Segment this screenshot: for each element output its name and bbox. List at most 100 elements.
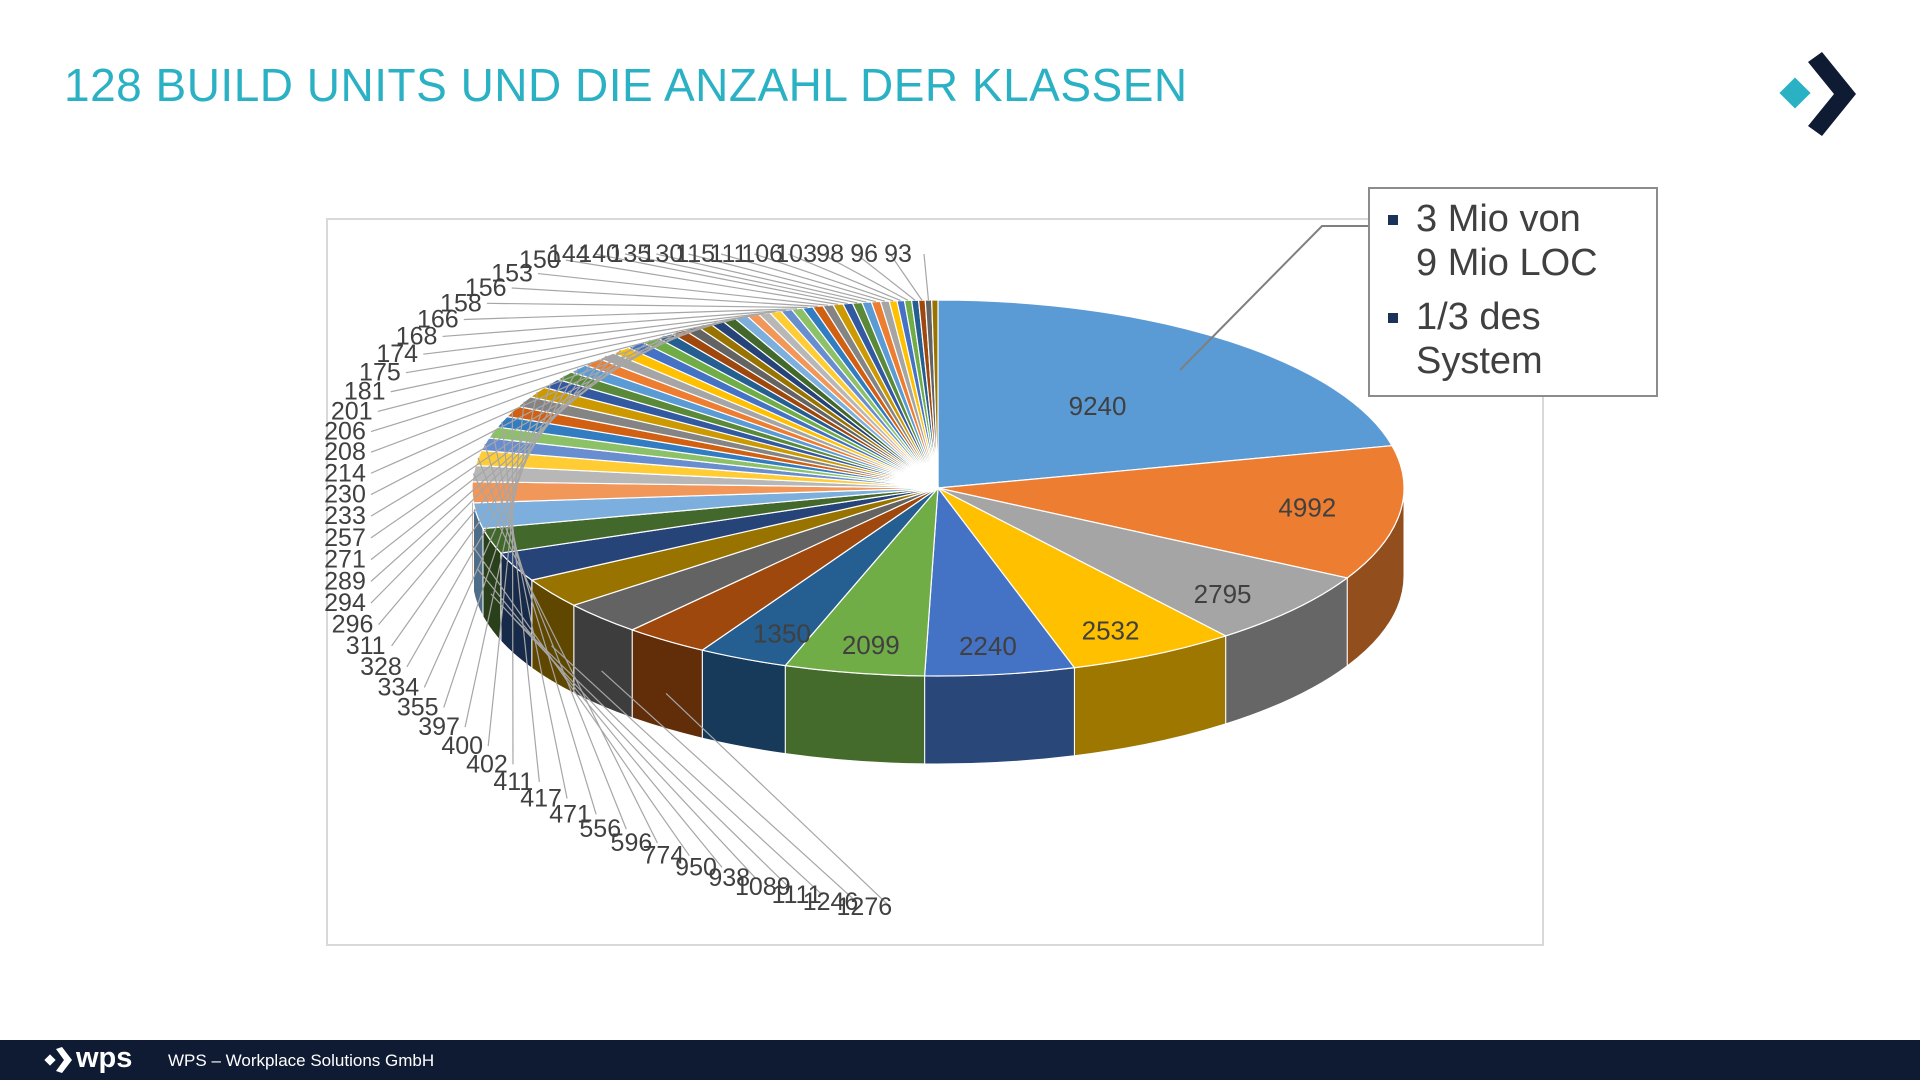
leader-line xyxy=(390,314,754,393)
data-label: 9240 xyxy=(1069,391,1127,421)
data-label: 135 xyxy=(609,240,651,268)
pie-slice xyxy=(937,299,1394,489)
data-label: 938 xyxy=(708,864,750,892)
data-label: 144 xyxy=(548,240,590,268)
data-label: 774 xyxy=(643,842,685,870)
leader-line xyxy=(423,375,565,688)
pie-slice-side xyxy=(784,665,926,765)
data-label: 181 xyxy=(344,378,386,406)
data-label: 1111 xyxy=(772,881,822,909)
leader-line xyxy=(787,253,901,302)
leader-line xyxy=(370,328,692,496)
leader-line xyxy=(665,693,891,908)
leader-line xyxy=(537,272,829,306)
leader-line xyxy=(624,253,858,304)
data-label: 150 xyxy=(519,246,561,274)
data-label: 174 xyxy=(376,340,418,368)
leader-line xyxy=(565,259,839,305)
leader-lines xyxy=(370,253,930,908)
data-label: 596 xyxy=(611,829,653,857)
pie-sides xyxy=(471,487,1405,765)
data-label: 1246 xyxy=(803,888,859,916)
data-label: 289 xyxy=(324,567,366,595)
data-label: 168 xyxy=(396,322,438,350)
leader-line xyxy=(370,331,679,517)
leader-line xyxy=(442,309,787,338)
leader-line xyxy=(821,253,909,301)
data-label: 175 xyxy=(359,359,401,387)
leader-line xyxy=(391,361,593,647)
pie-slice xyxy=(937,487,1349,637)
leader-line xyxy=(656,253,867,303)
data-label: 4992 xyxy=(1278,492,1336,522)
leader-line xyxy=(594,253,848,305)
data-label: 96 xyxy=(850,240,878,268)
pie-slice xyxy=(937,445,1405,579)
leader-line xyxy=(423,311,776,355)
leader-line xyxy=(487,401,525,747)
data-label: 93 xyxy=(884,240,912,268)
data-label: 153 xyxy=(491,260,533,288)
leader-line xyxy=(511,287,818,307)
legend-item: 1/3 des System xyxy=(1386,295,1646,383)
data-label: 214 xyxy=(324,459,366,487)
data-label: 556 xyxy=(579,815,621,843)
data-label: 294 xyxy=(324,589,366,617)
legend-bullet-icon xyxy=(1388,215,1398,225)
data-label: 233 xyxy=(324,502,366,530)
leader-line xyxy=(889,253,923,301)
leader-line xyxy=(406,368,579,668)
leader-line xyxy=(472,473,658,844)
data-label: 2532 xyxy=(1082,615,1140,645)
wps-chevron-icon xyxy=(44,1047,72,1073)
data-label: 296 xyxy=(332,611,374,639)
leader-line xyxy=(688,253,877,303)
leader-line xyxy=(486,302,808,309)
data-label: 411 xyxy=(493,768,533,796)
leader-line xyxy=(370,319,730,433)
leader-line xyxy=(464,391,538,728)
data-label: 328 xyxy=(360,653,402,681)
leader-line xyxy=(471,544,690,857)
data-label: 103 xyxy=(775,240,817,268)
data-label: 115 xyxy=(675,240,715,268)
pie-slice-side xyxy=(701,649,786,755)
leader-line xyxy=(378,355,607,625)
data-label: 111 xyxy=(709,240,747,268)
leader-line xyxy=(754,253,894,302)
data-label: 106 xyxy=(741,240,783,268)
data-label: 1350 xyxy=(753,619,811,649)
data-label: 397 xyxy=(418,713,460,741)
leader-line xyxy=(551,645,824,896)
data-label: 417 xyxy=(520,785,562,813)
pie-slice-side xyxy=(924,667,1075,765)
data-label: 230 xyxy=(324,481,366,509)
data-label: 166 xyxy=(417,305,459,333)
legend-line: 9 Mio LOC xyxy=(1416,242,1598,284)
legend-item: 3 Mio von 9 Mio LOC xyxy=(1386,197,1646,285)
leader-line xyxy=(484,444,597,815)
data-label: 158 xyxy=(440,289,482,317)
leader-line xyxy=(601,670,857,903)
leader-line xyxy=(370,349,622,604)
pie-slice xyxy=(923,486,1076,677)
data-label: 334 xyxy=(377,673,419,701)
data-label: 98 xyxy=(816,240,844,268)
chart-legend: 3 Mio von 9 Mio LOC 1/3 des System xyxy=(1368,187,1658,397)
footer-brand: wps xyxy=(76,1042,133,1074)
leader-line xyxy=(377,316,742,413)
leader-line xyxy=(477,457,627,830)
leader-line xyxy=(492,432,568,799)
data-label: 950 xyxy=(675,853,717,881)
data-label: 471 xyxy=(549,800,591,828)
leader-line xyxy=(855,253,916,301)
data-label: 201 xyxy=(331,397,373,425)
leader-line xyxy=(923,253,930,301)
data-label: 208 xyxy=(324,438,366,466)
leader-line xyxy=(405,312,765,374)
page-title: 128 BUILD UNITS UND DIE ANZAHL DER KLASS… xyxy=(64,59,1188,111)
data-label: 271 xyxy=(324,546,366,574)
wps-logo-icon xyxy=(1779,52,1856,136)
footer-bar: wps WPS – Workplace Solutions GmbH xyxy=(0,1040,1920,1080)
footer-company: WPS – Workplace Solutions GmbH xyxy=(168,1051,435,1070)
